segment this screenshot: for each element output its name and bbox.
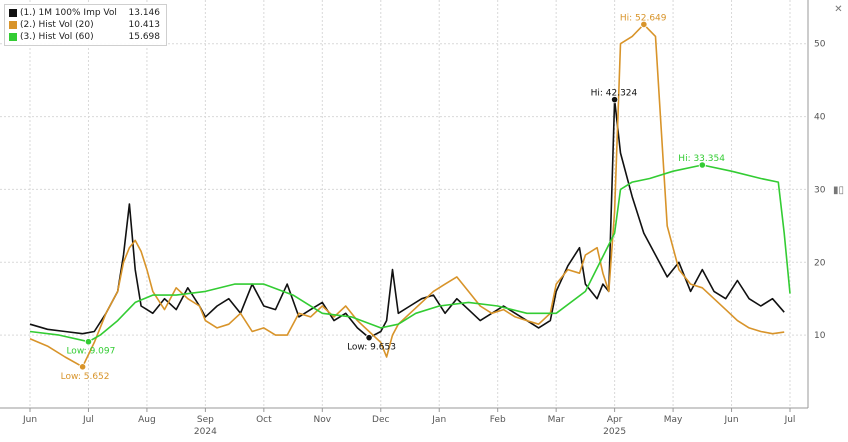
- x-tick-label: Jan: [431, 415, 446, 425]
- legend-value: 10.413: [128, 20, 161, 30]
- y-tick-label: 40: [814, 113, 826, 123]
- legend-item[interactable]: (2.) Hist Vol (20) 10.413: [9, 19, 160, 31]
- y-tick-label: 50: [814, 40, 826, 50]
- annotation-label: Hi: 52.649: [620, 13, 667, 23]
- series-line: [29, 23, 785, 368]
- series-line: [29, 164, 791, 343]
- annotation-label: Low: 9.653: [347, 343, 396, 353]
- annotation-marker: [640, 20, 648, 29]
- series-lines: [29, 23, 791, 368]
- legend-label: (2.) Hist Vol (20): [20, 20, 94, 30]
- y-axis: 10 20 30 40 50: [807, 0, 826, 408]
- annotation-marker: [611, 96, 619, 104]
- series-line: [29, 98, 785, 339]
- annotation-marker: [365, 334, 373, 342]
- legend-item[interactable]: (1.) 1M 100% Imp Vol 13.146: [9, 7, 160, 19]
- annotation-label: Hi: 42.324: [591, 89, 638, 99]
- y-tick-label: 20: [814, 258, 826, 268]
- legend-item[interactable]: (3.) Hist Vol (60) 15.698: [9, 31, 160, 43]
- legend-value: 15.698: [128, 32, 161, 42]
- x-tick-label: Jun: [724, 415, 739, 425]
- close-icon[interactable]: ✕: [834, 4, 843, 15]
- y-tick-label: 10: [814, 331, 826, 341]
- x-axis: Jun Jul Aug Sep Oct Nov Dec Jan Feb Mar Apr May Jun J…: [0, 407, 808, 437]
- legend: (1.) 1M 100% Imp Vol 13.146 (2.) Hist Vo…: [4, 4, 167, 46]
- annotation-marker: [698, 161, 706, 169]
- x-tick-label: Jul: [784, 415, 796, 425]
- x-tick-label: Feb: [490, 415, 506, 425]
- legend-swatch: [9, 21, 17, 29]
- annotation-label: Low: 9.097: [66, 347, 115, 357]
- annotation-label: Hi: 33.354: [678, 154, 725, 164]
- x-tick-label: Mar: [548, 415, 565, 425]
- legend-label: (3.) Hist Vol (60): [20, 32, 94, 42]
- x-tick-label: Sep: [197, 415, 214, 425]
- x-tick-label: Apr: [607, 415, 623, 425]
- annotation-marker: [84, 338, 93, 346]
- x-year-label: 2024: [194, 427, 217, 437]
- x-tick-label: Aug: [138, 415, 156, 425]
- x-tick-label: Dec: [372, 415, 389, 425]
- side-toolbar: ✕ ▮▯: [833, 4, 844, 196]
- x-tick-label: May: [664, 415, 683, 425]
- x-year-label: 2025: [603, 427, 626, 437]
- x-tick-label: Jun: [22, 415, 37, 425]
- legend-label: (1.) 1M 100% Imp Vol: [20, 8, 117, 18]
- bars-icon[interactable]: ▮▯: [832, 185, 844, 196]
- legend-swatch: [9, 9, 17, 17]
- x-tick-label: Oct: [256, 415, 272, 425]
- y-tick-label: 30: [814, 185, 826, 195]
- legend-value: 13.146: [128, 8, 161, 18]
- annotation-marker: [79, 363, 87, 371]
- grid-lines: [0, 0, 808, 408]
- annotations: Hi: 52.649 Hi: 42.324 Hi: 33.354 Low: 9.653…: [61, 13, 726, 381]
- legend-swatch: [9, 33, 17, 41]
- x-tick-label: Jul: [82, 415, 94, 425]
- x-tick-label: Nov: [314, 415, 332, 425]
- annotation-label: Low: 5.652: [61, 372, 110, 382]
